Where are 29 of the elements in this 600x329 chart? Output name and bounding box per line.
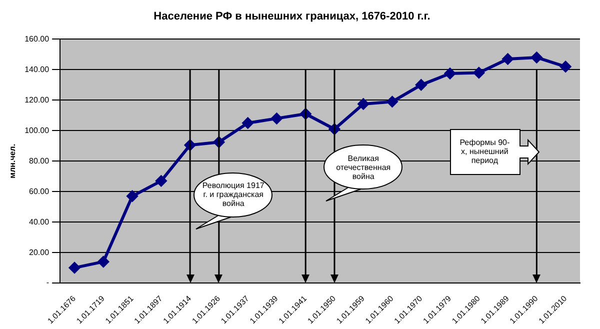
y-tick-label: 140.00 (24, 64, 50, 74)
y-axis-title: млн.чел. (8, 144, 18, 178)
point (358, 98, 369, 110)
annotation: Реформы 90-х, нынешний период (458, 137, 511, 168)
y-tick-label: 160.00 (24, 34, 50, 44)
point (444, 68, 456, 79)
y-tick-label: 20.00 (29, 248, 50, 257)
y-tick-label: 120.00 (24, 95, 50, 104)
y-tick-label: - (46, 278, 50, 288)
chart-title: Население РФ в нынешних границах, 1676-2010 г.г. (154, 10, 430, 23)
point (98, 256, 109, 268)
point (502, 54, 514, 65)
point (126, 190, 138, 202)
y-tick-label: 60.00 (29, 186, 50, 196)
point (416, 79, 427, 90)
annotation: Великая отечественная война (323, 144, 404, 190)
point (386, 96, 398, 108)
annotation: Революция 1917 г. и гражданская война (193, 172, 274, 218)
arrow-callout: Реформы 90-х, нынешний период (450, 128, 540, 175)
point (69, 262, 80, 274)
point (560, 61, 572, 72)
point (156, 175, 167, 186)
y-tick-label: 80.00 (29, 156, 50, 166)
point (242, 118, 254, 129)
point (531, 52, 542, 63)
point (473, 67, 484, 78)
y-tick-label: 40.00 (29, 217, 50, 226)
point (271, 112, 282, 124)
y-tick-label: 100.00 (24, 126, 50, 135)
